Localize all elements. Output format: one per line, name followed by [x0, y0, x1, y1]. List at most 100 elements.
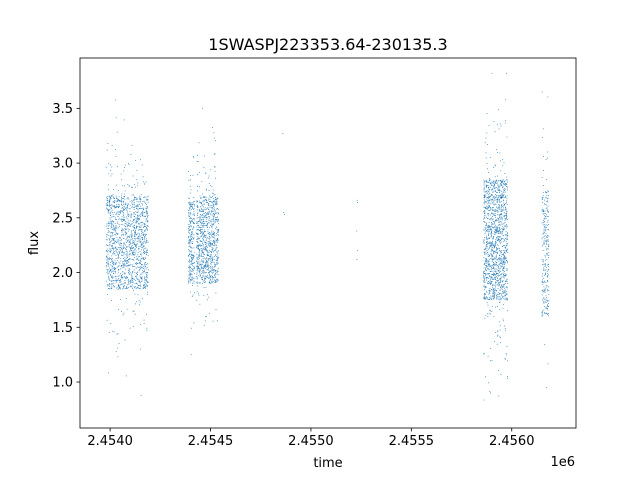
data-point [134, 235, 135, 237]
data-point [189, 291, 191, 293]
data-point [136, 199, 138, 200]
data-point [494, 290, 496, 292]
data-point [111, 203, 113, 205]
data-point [500, 207, 502, 209]
data-point [504, 358, 506, 360]
data-point [196, 260, 198, 262]
data-point [547, 253, 548, 255]
data-point [486, 205, 487, 207]
data-point [499, 298, 501, 300]
data-point [142, 213, 144, 215]
data-point [507, 181, 508, 183]
data-point [192, 258, 193, 260]
data-point [497, 198, 499, 200]
data-point [109, 280, 111, 281]
data-point [488, 283, 490, 284]
data-point [137, 240, 139, 242]
data-point [495, 268, 497, 270]
data-point [202, 204, 204, 206]
data-point [502, 250, 504, 251]
data-point [202, 201, 204, 203]
data-point [217, 234, 219, 235]
data-point [488, 210, 490, 211]
data-point [113, 264, 114, 266]
data-point [213, 281, 215, 282]
data-point [201, 209, 202, 211]
data-point [494, 295, 495, 296]
data-point [146, 212, 147, 214]
data-point [188, 197, 189, 199]
data-point [488, 293, 490, 295]
data-point [124, 230, 126, 232]
data-point [208, 216, 210, 218]
data-point [492, 185, 494, 187]
data-point [502, 286, 504, 288]
data-point [210, 184, 212, 186]
data-point [491, 222, 493, 224]
data-point [493, 221, 495, 223]
data-point [497, 175, 498, 177]
data-point [213, 132, 215, 134]
data-point [197, 212, 199, 214]
data-point [188, 282, 190, 284]
data-point [109, 239, 111, 241]
data-point [121, 202, 123, 204]
data-point [495, 165, 496, 167]
data-point [122, 234, 124, 236]
data-point [136, 214, 138, 216]
data-point [490, 271, 492, 273]
data-point [504, 204, 505, 205]
data-point [548, 290, 550, 291]
data-point [213, 220, 215, 222]
data-point [133, 212, 135, 214]
data-point [146, 242, 148, 243]
data-point [193, 218, 195, 220]
data-point [111, 223, 113, 225]
data-point [122, 314, 124, 316]
data-point [204, 266, 205, 268]
data-point [214, 221, 216, 223]
data-point [190, 221, 191, 223]
data-point [145, 181, 147, 183]
data-point [111, 258, 112, 260]
data-point [111, 268, 113, 270]
data-point [206, 242, 208, 244]
data-point [484, 216, 486, 218]
data-point [135, 234, 137, 236]
data-point [500, 218, 502, 220]
data-point [136, 277, 138, 279]
data-point [188, 240, 190, 242]
data-point [134, 197, 136, 199]
data-point [145, 226, 147, 228]
data-point [200, 231, 202, 233]
data-point [107, 251, 108, 253]
data-point [191, 242, 193, 244]
data-point [205, 249, 207, 251]
data-point [128, 224, 130, 226]
data-point [120, 212, 121, 214]
data-point [502, 307, 504, 309]
data-point [130, 213, 132, 215]
data-point [145, 278, 147, 280]
data-point [140, 277, 142, 279]
data-point [191, 277, 193, 279]
data-point [115, 219, 116, 221]
data-point [545, 240, 547, 242]
data-point [126, 242, 127, 243]
data-point [484, 203, 486, 205]
data-point [494, 263, 496, 265]
data-point [192, 294, 194, 296]
data-point [484, 211, 486, 213]
data-point [121, 311, 122, 312]
data-point [208, 175, 210, 177]
data-point [116, 247, 118, 249]
data-point [109, 251, 111, 253]
data-point [129, 327, 131, 329]
data-point [487, 264, 489, 265]
data-point [191, 263, 193, 265]
data-point [142, 213, 143, 215]
data-point [484, 273, 486, 275]
data-point [505, 250, 507, 252]
data-point [188, 204, 190, 206]
data-point [215, 244, 217, 246]
